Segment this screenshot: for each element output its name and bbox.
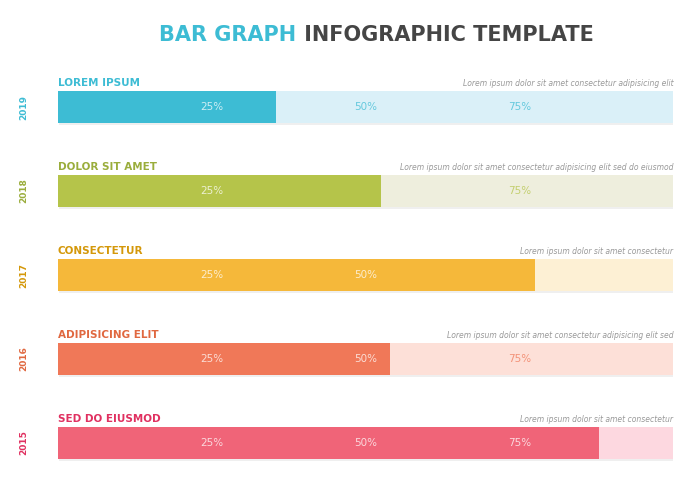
Bar bbox=[58, 343, 673, 375]
Bar bbox=[59, 177, 675, 209]
Bar bbox=[58, 259, 534, 291]
Text: INFOGRAPHIC TEMPLATE: INFOGRAPHIC TEMPLATE bbox=[297, 25, 594, 46]
Text: 2019: 2019 bbox=[20, 94, 29, 120]
Text: 25%: 25% bbox=[200, 186, 223, 196]
Text: ADIPISICING ELIT: ADIPISICING ELIT bbox=[58, 330, 158, 340]
Bar bbox=[58, 175, 381, 207]
Text: 50%: 50% bbox=[354, 186, 377, 196]
Text: 25%: 25% bbox=[200, 102, 223, 112]
Text: SED DO EIUSMOD: SED DO EIUSMOD bbox=[58, 414, 160, 424]
Text: 75%: 75% bbox=[508, 186, 531, 196]
Text: Lorem ipsum dolor sit amet consectetur: Lorem ipsum dolor sit amet consectetur bbox=[520, 414, 673, 424]
Text: 75%: 75% bbox=[508, 102, 531, 112]
Bar bbox=[58, 343, 390, 375]
Text: Lorem ipsum dolor sit amet consectetur adipisicing elit sed do eiusmod: Lorem ipsum dolor sit amet consectetur a… bbox=[400, 162, 673, 172]
Text: 50%: 50% bbox=[354, 102, 377, 112]
Text: 75%: 75% bbox=[508, 270, 531, 280]
Bar bbox=[58, 91, 276, 123]
Text: 25%: 25% bbox=[200, 438, 223, 448]
Bar bbox=[58, 427, 599, 459]
Text: 75%: 75% bbox=[508, 438, 531, 448]
Bar bbox=[58, 427, 673, 459]
Bar bbox=[59, 261, 675, 293]
Bar bbox=[58, 259, 673, 291]
Text: BAR GRAPH: BAR GRAPH bbox=[158, 25, 296, 46]
Text: 50%: 50% bbox=[354, 438, 377, 448]
Text: 2017: 2017 bbox=[20, 262, 29, 287]
Bar bbox=[59, 93, 675, 125]
Text: 50%: 50% bbox=[354, 270, 377, 280]
Bar bbox=[58, 175, 673, 207]
Text: 25%: 25% bbox=[200, 354, 223, 364]
Text: LOREM IPSUM: LOREM IPSUM bbox=[58, 78, 140, 88]
Text: 25%: 25% bbox=[200, 270, 223, 280]
Bar bbox=[59, 345, 675, 377]
Text: DOLOR SIT AMET: DOLOR SIT AMET bbox=[58, 162, 157, 172]
Text: Lorem ipsum dolor sit amet consectetur: Lorem ipsum dolor sit amet consectetur bbox=[520, 246, 673, 256]
Text: CONSECTETUR: CONSECTETUR bbox=[58, 246, 143, 256]
Bar bbox=[59, 429, 675, 461]
Text: 50%: 50% bbox=[354, 354, 377, 364]
Bar bbox=[58, 91, 673, 123]
Text: 2018: 2018 bbox=[20, 178, 29, 204]
Text: 2015: 2015 bbox=[20, 430, 29, 456]
Text: Lorem ipsum dolor sit amet consectetur adipisicing elit: Lorem ipsum dolor sit amet consectetur a… bbox=[462, 78, 673, 88]
Text: Lorem ipsum dolor sit amet consectetur adipisicing elit sed: Lorem ipsum dolor sit amet consectetur a… bbox=[447, 330, 673, 340]
Text: 75%: 75% bbox=[508, 354, 531, 364]
Text: 2016: 2016 bbox=[20, 346, 29, 372]
